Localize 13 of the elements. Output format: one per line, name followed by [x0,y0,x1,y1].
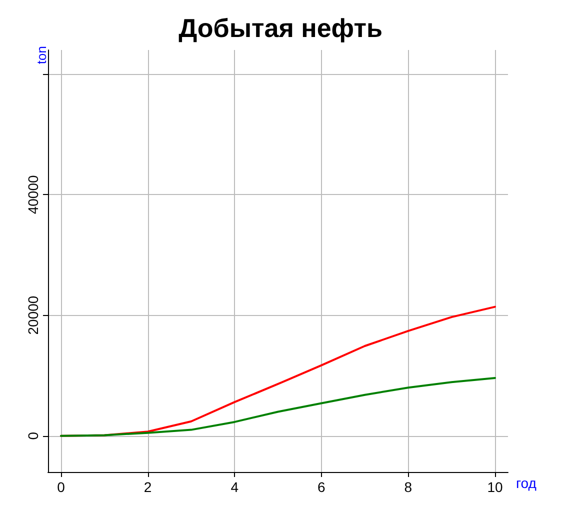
y-tick-label: 40000 [25,175,41,214]
y-tick-label: 20000 [25,296,41,335]
x-tick-label: 0 [57,479,66,495]
x-tick-label: 8 [404,479,412,495]
chart-title: Добытая нефть [178,13,382,43]
x-tick-label: 4 [230,479,239,495]
x-tick-label: 6 [318,479,326,495]
y-axis-title: ton [34,46,49,64]
y-tick-label: 0 [25,432,41,440]
x-tick-label: 10 [487,479,503,495]
x-tick-label: 2 [144,479,152,495]
x-axis-title: год [516,475,536,491]
line-series [60,376,496,437]
